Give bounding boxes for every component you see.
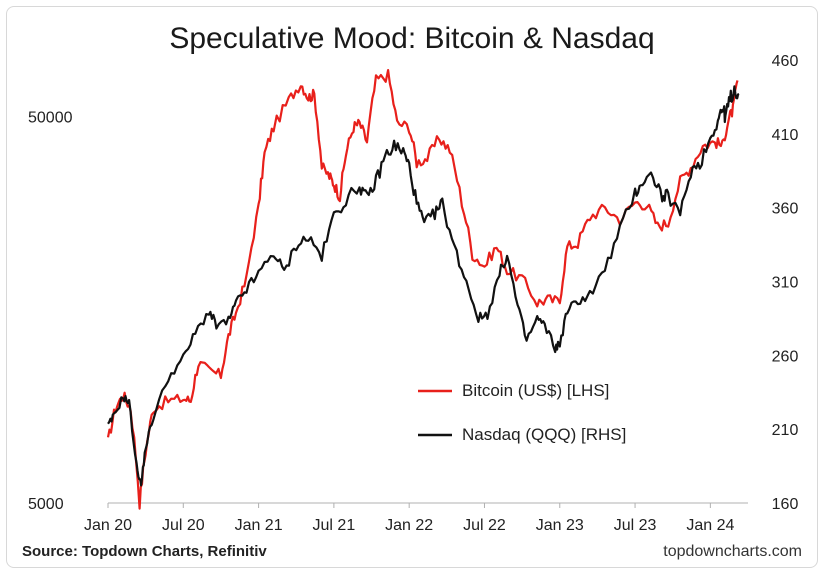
x-tick-label: Jan 23 xyxy=(536,517,584,534)
right-tick-label: 460 xyxy=(772,53,799,70)
nasdaq-series-line xyxy=(107,85,740,487)
chart-title: Speculative Mood: Bitcoin & Nasdaq xyxy=(169,22,655,55)
left-tick-label: 5000 xyxy=(28,496,64,513)
x-tick-label: Jan 20 xyxy=(84,517,132,534)
right-tick-label: 410 xyxy=(772,127,799,144)
right-tick-label: 310 xyxy=(772,275,799,292)
legend-label-bitcoin: Bitcoin (US$) [LHS] xyxy=(462,381,609,400)
right-tick-label: 160 xyxy=(772,496,799,513)
x-tick-label: Jul 21 xyxy=(313,517,356,534)
right-tick-label: 260 xyxy=(772,348,799,365)
x-tick-label: Jul 20 xyxy=(162,517,205,534)
legend-label-nasdaq: Nasdaq (QQQ) [RHS] xyxy=(462,425,626,444)
right-tick-label: 210 xyxy=(772,422,799,439)
x-tick-label: Jan 21 xyxy=(235,517,283,534)
x-tick-label: Jul 23 xyxy=(614,517,657,534)
source-note: Source: Topdown Charts, Refinitiv xyxy=(22,543,267,560)
x-tick-label: Jan 22 xyxy=(385,517,433,534)
bitcoin-series-line xyxy=(106,69,739,510)
left-tick-label: 50000 xyxy=(28,109,73,126)
right-tick-label: 360 xyxy=(772,201,799,218)
brand-watermark: topdowncharts.com xyxy=(663,543,802,560)
x-tick-label: Jul 22 xyxy=(463,517,506,534)
x-tick-label: Jan 24 xyxy=(686,517,734,534)
